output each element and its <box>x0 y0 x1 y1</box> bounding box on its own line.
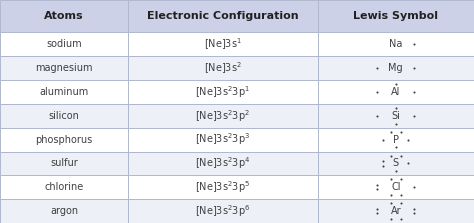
Bar <box>0 80 128 104</box>
Text: Cl: Cl <box>391 182 401 192</box>
Bar <box>318 56 474 80</box>
Text: magnesium: magnesium <box>35 63 93 73</box>
Text: [Ne]3s$^{2}$3p$^{5}$: [Ne]3s$^{2}$3p$^{5}$ <box>195 179 250 195</box>
Bar <box>318 32 474 56</box>
Bar <box>128 104 318 128</box>
Text: [Ne]3s$^{2}$3p$^{3}$: [Ne]3s$^{2}$3p$^{3}$ <box>195 132 250 147</box>
Bar <box>0 104 128 128</box>
Bar <box>128 56 318 80</box>
Bar <box>128 151 318 175</box>
Bar <box>318 175 474 199</box>
Text: Electronic Configuration: Electronic Configuration <box>147 11 299 21</box>
Bar <box>128 128 318 151</box>
Text: sodium: sodium <box>46 39 82 49</box>
Text: Al: Al <box>391 87 401 97</box>
Text: [Ne]3s$^{2}$3p$^{2}$: [Ne]3s$^{2}$3p$^{2}$ <box>195 108 250 124</box>
Bar <box>318 104 474 128</box>
Bar <box>0 175 128 199</box>
Text: [Ne]3s$^{1}$: [Ne]3s$^{1}$ <box>204 36 242 52</box>
Bar <box>128 175 318 199</box>
Bar <box>128 32 318 56</box>
Text: sulfur: sulfur <box>50 158 78 168</box>
Text: [Ne]3s$^{2}$3p$^{6}$: [Ne]3s$^{2}$3p$^{6}$ <box>195 203 250 219</box>
Text: Lewis Symbol: Lewis Symbol <box>353 11 438 21</box>
Bar <box>128 0 318 32</box>
Bar <box>318 199 474 223</box>
Text: Si: Si <box>392 111 400 121</box>
Bar <box>0 128 128 151</box>
Text: Na: Na <box>389 39 402 49</box>
Text: chlorine: chlorine <box>45 182 83 192</box>
Bar <box>128 80 318 104</box>
Text: P: P <box>393 135 399 145</box>
Bar <box>0 32 128 56</box>
Bar <box>318 0 474 32</box>
Text: [Ne]3s$^{2}$: [Ne]3s$^{2}$ <box>204 60 242 76</box>
Text: [Ne]3s$^{2}$3p$^{4}$: [Ne]3s$^{2}$3p$^{4}$ <box>195 155 250 171</box>
Bar <box>0 151 128 175</box>
Text: Ar: Ar <box>391 206 401 216</box>
Bar <box>0 199 128 223</box>
Text: phosphorus: phosphorus <box>36 135 92 145</box>
Bar <box>318 151 474 175</box>
Bar <box>128 199 318 223</box>
Bar <box>318 128 474 151</box>
Bar <box>318 80 474 104</box>
Text: S: S <box>393 158 399 168</box>
Text: Mg: Mg <box>389 63 403 73</box>
Text: Atoms: Atoms <box>44 11 84 21</box>
Text: [Ne]3s$^{2}$3p$^{1}$: [Ne]3s$^{2}$3p$^{1}$ <box>195 84 250 100</box>
Bar <box>0 56 128 80</box>
Bar <box>0 0 128 32</box>
Text: aluminum: aluminum <box>39 87 89 97</box>
Text: argon: argon <box>50 206 78 216</box>
Text: silicon: silicon <box>48 111 80 121</box>
